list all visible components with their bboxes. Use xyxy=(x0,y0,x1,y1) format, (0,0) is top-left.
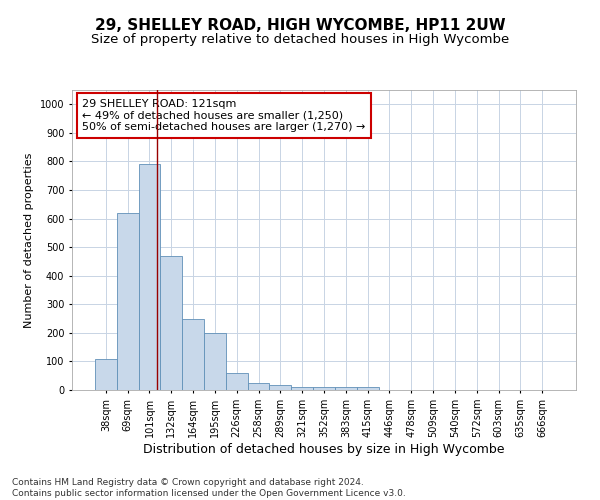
X-axis label: Distribution of detached houses by size in High Wycombe: Distribution of detached houses by size … xyxy=(143,442,505,456)
Text: Size of property relative to detached houses in High Wycombe: Size of property relative to detached ho… xyxy=(91,32,509,46)
Bar xyxy=(335,387,357,390)
Bar xyxy=(291,387,313,390)
Bar xyxy=(226,373,248,390)
Bar xyxy=(139,164,160,390)
Bar xyxy=(160,256,182,390)
Text: Contains HM Land Registry data © Crown copyright and database right 2024.
Contai: Contains HM Land Registry data © Crown c… xyxy=(12,478,406,498)
Y-axis label: Number of detached properties: Number of detached properties xyxy=(25,152,34,328)
Bar xyxy=(313,387,335,390)
Text: 29, SHELLEY ROAD, HIGH WYCOMBE, HP11 2UW: 29, SHELLEY ROAD, HIGH WYCOMBE, HP11 2UW xyxy=(95,18,505,32)
Bar xyxy=(204,333,226,390)
Bar xyxy=(182,318,204,390)
Text: 29 SHELLEY ROAD: 121sqm
← 49% of detached houses are smaller (1,250)
50% of semi: 29 SHELLEY ROAD: 121sqm ← 49% of detache… xyxy=(82,99,365,132)
Bar xyxy=(95,358,117,390)
Bar xyxy=(248,383,269,390)
Bar xyxy=(357,387,379,390)
Bar xyxy=(117,213,139,390)
Bar xyxy=(269,385,291,390)
